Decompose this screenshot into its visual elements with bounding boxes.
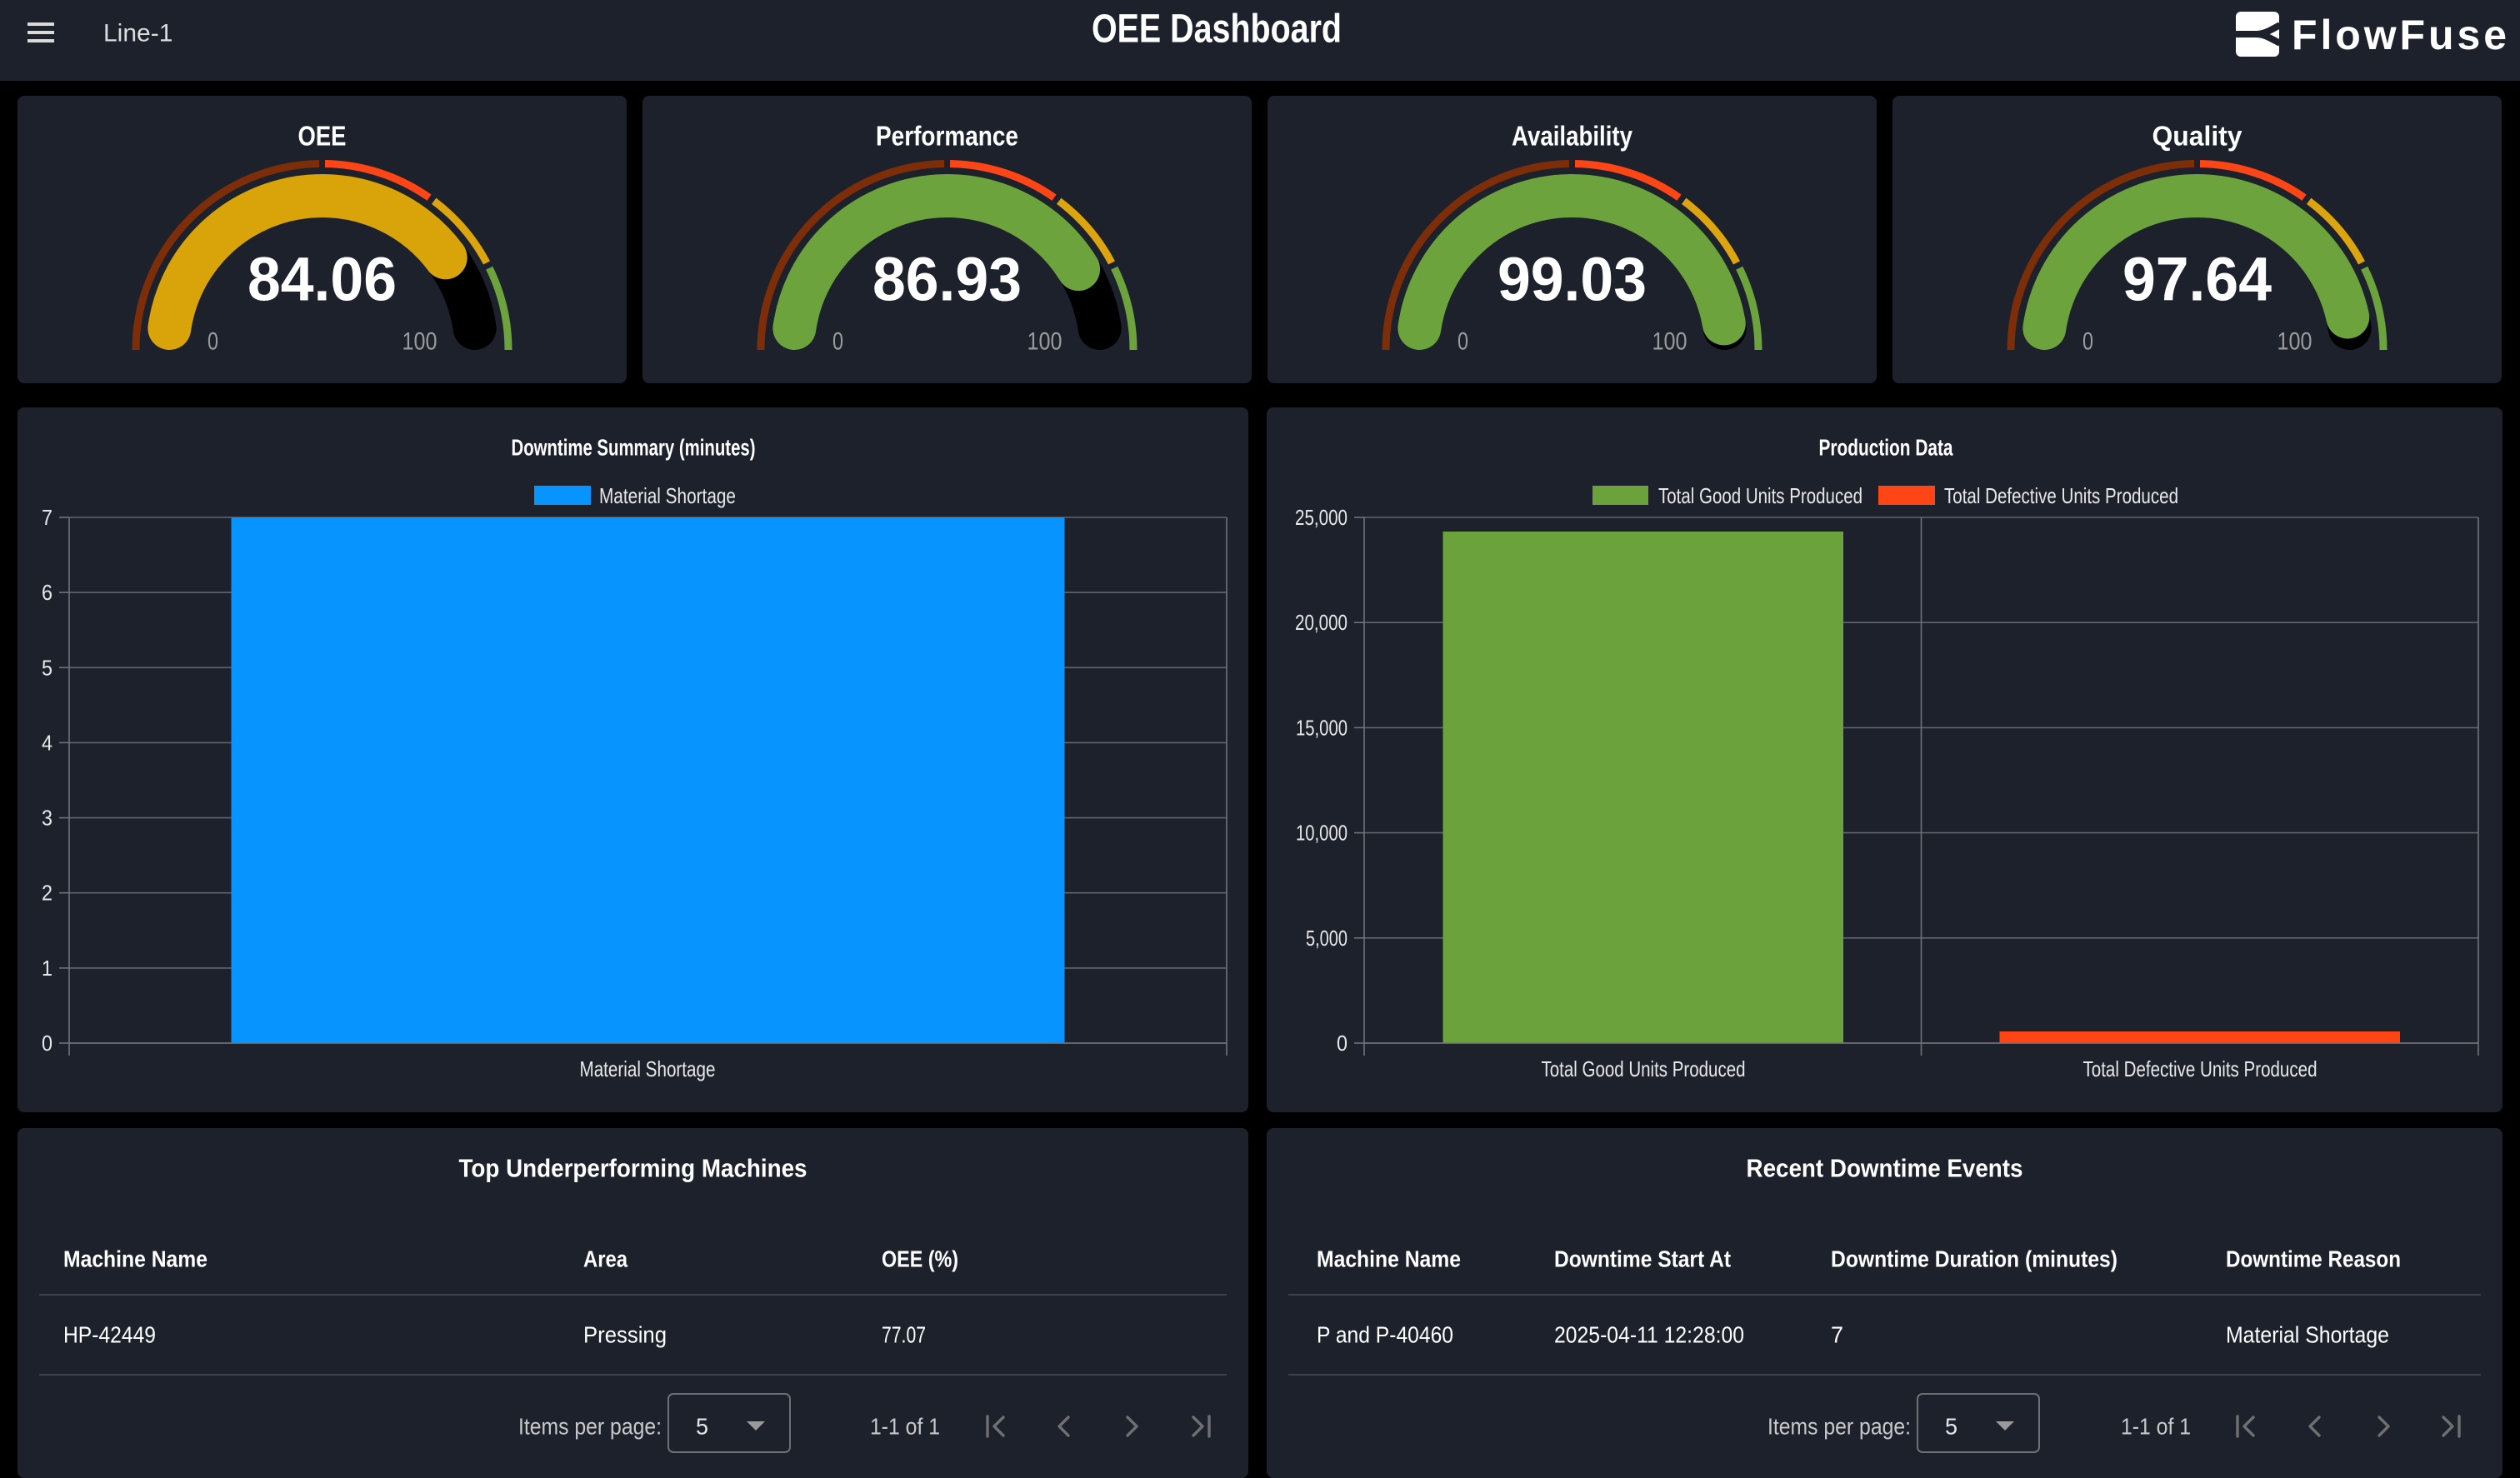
- svg-text:OEE (%): OEE (%): [882, 1246, 958, 1272]
- svg-text:FlowFuse: FlowFuse: [2292, 12, 2507, 58]
- svg-text:Production Data: Production Data: [1819, 435, 1953, 461]
- svg-text:2025-04-11 12:28:00: 2025-04-11 12:28:00: [1554, 1322, 1744, 1348]
- svg-text:3: 3: [42, 806, 52, 831]
- svg-text:1: 1: [42, 956, 52, 981]
- svg-text:10,000: 10,000: [1296, 821, 1348, 846]
- svg-text:Availability: Availability: [1512, 121, 1633, 152]
- svg-text:Total Defective Units Produced: Total Defective Units Produced: [1944, 483, 2178, 508]
- svg-text:Downtime Summary (minutes): Downtime Summary (minutes): [512, 435, 756, 461]
- svg-text:Machine Name: Machine Name: [1317, 1246, 1461, 1272]
- svg-text:Downtime Duration (minutes): Downtime Duration (minutes): [1831, 1246, 2118, 1272]
- svg-text:77.07: 77.07: [882, 1322, 926, 1348]
- svg-text:Performance: Performance: [876, 121, 1018, 152]
- svg-text:0: 0: [42, 1031, 52, 1056]
- svg-text:HP-42449: HP-42449: [63, 1322, 156, 1348]
- svg-text:Recent Downtime Events: Recent Downtime Events: [1747, 1154, 2023, 1183]
- svg-text:5: 5: [42, 655, 52, 680]
- svg-text:Material Shortage: Material Shortage: [599, 483, 736, 508]
- svg-text:100: 100: [2278, 328, 2312, 356]
- svg-text:0: 0: [2082, 328, 2093, 356]
- svg-text:100: 100: [1028, 328, 1062, 356]
- svg-text:Total Good Units Produced: Total Good Units Produced: [1658, 483, 1862, 508]
- svg-text:0: 0: [208, 328, 218, 356]
- svg-text:100: 100: [402, 328, 438, 356]
- svg-text:OEE: OEE: [298, 121, 347, 152]
- svg-text:Area: Area: [583, 1246, 628, 1272]
- svg-text:5: 5: [1945, 1414, 1958, 1440]
- svg-text:Downtime Reason: Downtime Reason: [2226, 1246, 2401, 1272]
- svg-text:7: 7: [1831, 1322, 1843, 1348]
- svg-text:5: 5: [696, 1414, 708, 1440]
- svg-text:1-1 of 1: 1-1 of 1: [870, 1414, 940, 1440]
- svg-text:Top Underperforming Machines: Top Underperforming Machines: [459, 1154, 808, 1183]
- svg-text:15,000: 15,000: [1296, 715, 1348, 740]
- svg-text:1-1 of 1: 1-1 of 1: [2121, 1414, 2191, 1440]
- svg-text:OEE Dashboard: OEE Dashboard: [1092, 7, 1342, 52]
- svg-text:25,000: 25,000: [1295, 505, 1348, 530]
- svg-text:0: 0: [832, 328, 843, 356]
- svg-text:6: 6: [42, 580, 52, 605]
- svg-text:Items per page:: Items per page:: [518, 1414, 662, 1440]
- svg-text:Total Good Units Produced: Total Good Units Produced: [1542, 1056, 1746, 1081]
- svg-text:Downtime Start At: Downtime Start At: [1554, 1246, 1731, 1272]
- svg-text:20,000: 20,000: [1295, 610, 1348, 635]
- svg-text:Items per page:: Items per page:: [1768, 1414, 1911, 1440]
- svg-text:7: 7: [42, 505, 52, 530]
- svg-text:P and P-40460: P and P-40460: [1317, 1322, 1453, 1348]
- svg-text:Quality: Quality: [2152, 121, 2243, 152]
- svg-text:Material Shortage: Material Shortage: [580, 1056, 716, 1081]
- svg-text:5,000: 5,000: [1306, 926, 1348, 951]
- svg-text:Pressing: Pressing: [583, 1322, 667, 1348]
- svg-text:Total Defective Units Produced: Total Defective Units Produced: [2083, 1056, 2318, 1081]
- svg-text:2: 2: [42, 881, 52, 906]
- svg-text:86.93: 86.93: [872, 245, 1022, 314]
- svg-text:Material Shortage: Material Shortage: [2226, 1322, 2389, 1348]
- svg-text:4: 4: [42, 730, 52, 755]
- svg-text:97.64: 97.64: [2122, 245, 2272, 314]
- svg-text:0: 0: [1458, 328, 1468, 356]
- svg-text:Machine Name: Machine Name: [63, 1246, 208, 1272]
- svg-text:84.06: 84.06: [248, 245, 397, 314]
- svg-text:99.03: 99.03: [1498, 245, 1647, 314]
- svg-text:0: 0: [1337, 1031, 1348, 1056]
- svg-text:Line-1: Line-1: [103, 20, 172, 47]
- svg-text:100: 100: [1652, 328, 1688, 356]
